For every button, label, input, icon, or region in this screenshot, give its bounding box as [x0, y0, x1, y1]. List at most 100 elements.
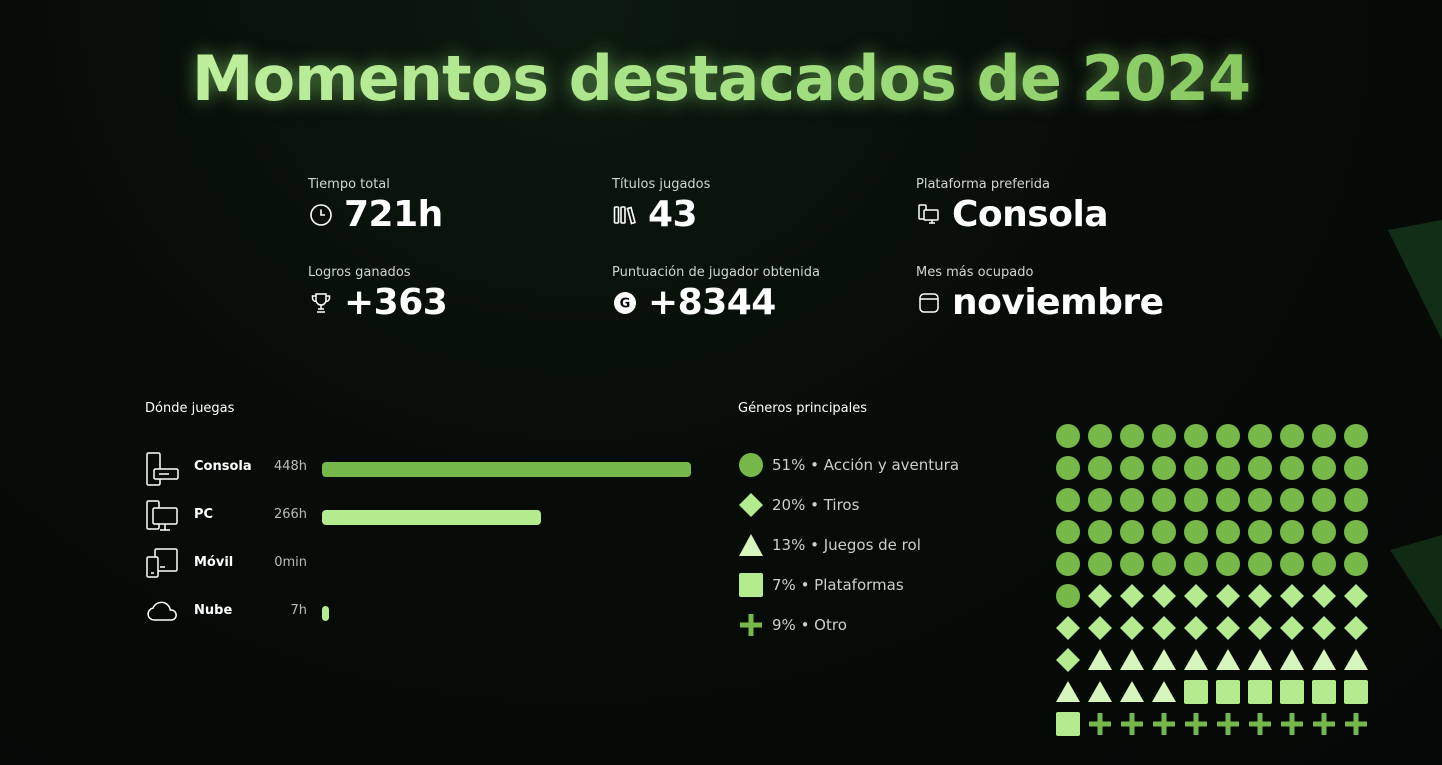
platform-bar: [322, 510, 541, 525]
platform-hours: 266h: [273, 507, 307, 522]
waffle-cell-square: [1056, 712, 1080, 736]
waffle-cell-circle: [1248, 520, 1272, 544]
waffle-cell-circle: [1056, 552, 1080, 576]
devices-icon: [916, 202, 942, 228]
waffle-cell-triangle: [1280, 649, 1304, 670]
waffle-cell-plus: [1217, 713, 1239, 735]
triangle-icon: [739, 534, 763, 556]
waffle-cell-circle: [1056, 488, 1080, 512]
waffle-cell-circle: [1216, 488, 1240, 512]
waffle-cell-circle: [1312, 488, 1336, 512]
waffle-cell-circle: [1280, 456, 1304, 480]
waffle-cell-circle: [1248, 456, 1272, 480]
waffle-cell-circle: [1152, 520, 1176, 544]
circle-icon: [739, 453, 763, 477]
waffle-cell-circle: [1280, 424, 1304, 448]
waffle-cell-plus: [1313, 713, 1335, 735]
cloud-icon: [145, 595, 181, 631]
waffle-cell-circle: [1280, 520, 1304, 544]
waffle-cell-triangle: [1120, 649, 1144, 670]
svg-text:G: G: [620, 296, 631, 311]
waffle-cell-circle: [1120, 456, 1144, 480]
waffle-cell-circle: [1344, 456, 1368, 480]
stat-titles-played: Títulos jugados 43: [612, 177, 912, 235]
waffle-cell-diamond: [1120, 584, 1144, 608]
waffle-cell-diamond: [1152, 616, 1176, 640]
library-icon: [612, 202, 638, 228]
stat-value: Consola: [952, 194, 1109, 235]
console-icon: [145, 451, 181, 487]
waffle-cell-diamond: [1120, 616, 1144, 640]
waffle-cell-circle: [1280, 488, 1304, 512]
waffle-cell-circle: [1056, 584, 1080, 608]
platform-name: Nube: [194, 603, 233, 618]
platform-row-console: Consola 448h: [145, 451, 705, 491]
waffle-cell-circle: [1216, 424, 1240, 448]
waffle-cell-circle: [1216, 456, 1240, 480]
waffle-cell-circle: [1312, 424, 1336, 448]
waffle-cell-circle: [1152, 424, 1176, 448]
genre-row-action: 51% • Acción y aventura: [738, 450, 959, 480]
plus-icon: [740, 614, 762, 636]
platform-row-cloud: Nube 7h: [145, 595, 705, 635]
waffle-cell-circle: [1248, 552, 1272, 576]
stat-label: Tiempo total: [308, 177, 390, 192]
waffle-cell-circle: [1184, 424, 1208, 448]
waffle-cell-circle: [1344, 424, 1368, 448]
waffle-cell-diamond: [1152, 584, 1176, 608]
waffle-cell-circle: [1088, 456, 1112, 480]
stat-label: Logros ganados: [308, 265, 411, 280]
waffle-cell-triangle: [1152, 681, 1176, 702]
waffle-cell-square: [1216, 680, 1240, 704]
genre-row-rpg: 13% • Juegos de rol: [738, 530, 921, 560]
stat-value: 721h: [344, 194, 443, 235]
waffle-cell-triangle: [1248, 649, 1272, 670]
waffle-cell-circle: [1312, 456, 1336, 480]
waffle-cell-plus: [1185, 713, 1207, 735]
mobile-icon: [145, 547, 181, 583]
waffle-cell-plus: [1249, 713, 1271, 735]
waffle-cell-circle: [1344, 520, 1368, 544]
waffle-cell-diamond: [1184, 616, 1208, 640]
genre-label: 9% • Otro: [772, 616, 847, 634]
genres-title: Géneros principales: [738, 401, 868, 416]
waffle-cell-plus: [1121, 713, 1143, 735]
waffle-cell-circle: [1184, 552, 1208, 576]
waffle-cell-circle: [1312, 520, 1336, 544]
stat-value: +8344: [648, 282, 776, 323]
clock-icon: [308, 202, 334, 228]
waffle-cell-square: [1248, 680, 1272, 704]
stat-value: 43: [648, 194, 698, 235]
waffle-cell-circle: [1152, 552, 1176, 576]
stat-label: Títulos jugados: [612, 177, 711, 192]
waffle-cell-diamond: [1216, 616, 1240, 640]
waffle-cell-triangle: [1056, 681, 1080, 702]
waffle-cell-circle: [1088, 520, 1112, 544]
platform-hours: 7h: [290, 603, 307, 618]
waffle-cell-diamond: [1184, 584, 1208, 608]
platform-name: Consola: [194, 459, 252, 474]
platform-bar: [322, 606, 329, 621]
waffle-cell-circle: [1088, 424, 1112, 448]
waffle-cell-circle: [1056, 424, 1080, 448]
waffle-cell-triangle: [1088, 681, 1112, 702]
waffle-cell-circle: [1312, 552, 1336, 576]
waffle-cell-square: [1184, 680, 1208, 704]
waffle-cell-triangle: [1088, 649, 1112, 670]
waffle-cell-circle: [1248, 424, 1272, 448]
waffle-cell-diamond: [1344, 616, 1368, 640]
square-icon: [739, 573, 763, 597]
stat-total-time: Tiempo total 721h: [308, 177, 608, 235]
stat-achievements: Logros ganados +363: [308, 265, 608, 323]
waffle-cell-triangle: [1120, 681, 1144, 702]
genre-label: 7% • Plataformas: [772, 576, 904, 594]
waffle-cell-circle: [1088, 552, 1112, 576]
waffle-cell-circle: [1120, 552, 1144, 576]
genre-label: 13% • Juegos de rol: [772, 536, 921, 554]
genre-row-other: 9% • Otro: [738, 610, 847, 640]
platform-hours: 448h: [273, 459, 307, 474]
waffle-cell-circle: [1056, 520, 1080, 544]
waffle-cell-circle: [1120, 424, 1144, 448]
stat-preferred-platform: Plataforma preferida Consola: [916, 177, 1216, 235]
waffle-cell-plus: [1281, 713, 1303, 735]
